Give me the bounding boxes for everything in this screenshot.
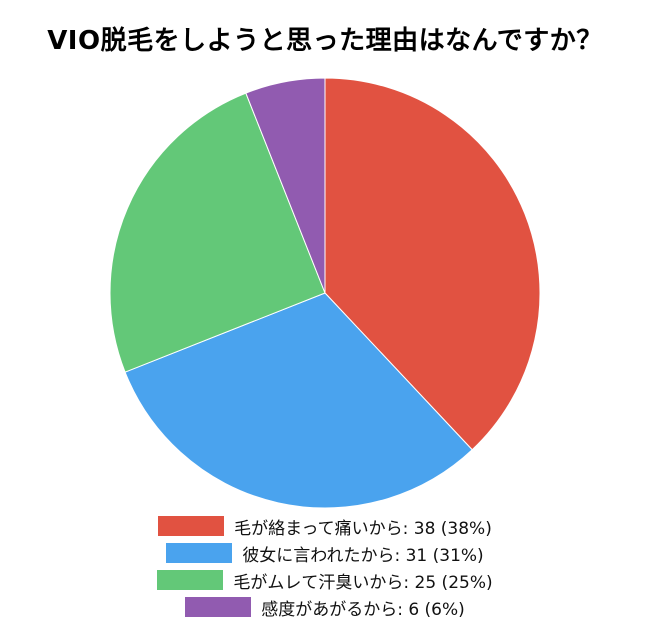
legend-swatch — [157, 570, 224, 590]
legend-label: 毛が絡まって痛いから: 38 (38%) — [234, 518, 492, 539]
chart-title: VIO脱毛をしようと思った理由はなんですか？ — [47, 26, 603, 56]
legend-swatch — [166, 543, 233, 563]
legend-swatch — [158, 516, 225, 536]
legend-item[interactable]: 毛がムレて汗臭いから: 25 (25%) — [0, 567, 650, 593]
legend-item[interactable]: 毛が絡まって痛いから: 38 (38%) — [0, 513, 650, 539]
legend-label: 感度があがるから: 6 (6%) — [261, 599, 465, 620]
chart-legend: 毛が絡まって痛いから: 38 (38%) 彼女に言われたから: 31 (31%)… — [0, 513, 650, 621]
legend-swatch — [185, 597, 252, 617]
pie-slice-3[interactable] — [109, 92, 326, 373]
pie-slice-1[interactable] — [324, 77, 541, 451]
legend-item[interactable]: 彼女に言われたから: 31 (31%) — [0, 540, 650, 566]
pie-chart — [109, 77, 541, 509]
legend-label: 毛がムレて汗臭いから: 25 (25%) — [233, 572, 493, 593]
legend-item[interactable]: 感度があがるから: 6 (6%) — [0, 594, 650, 620]
pie-slice-2[interactable] — [124, 292, 473, 509]
legend-label: 彼女に言われたから: 31 (31%) — [242, 545, 484, 566]
pie-slice-4[interactable] — [245, 77, 326, 294]
